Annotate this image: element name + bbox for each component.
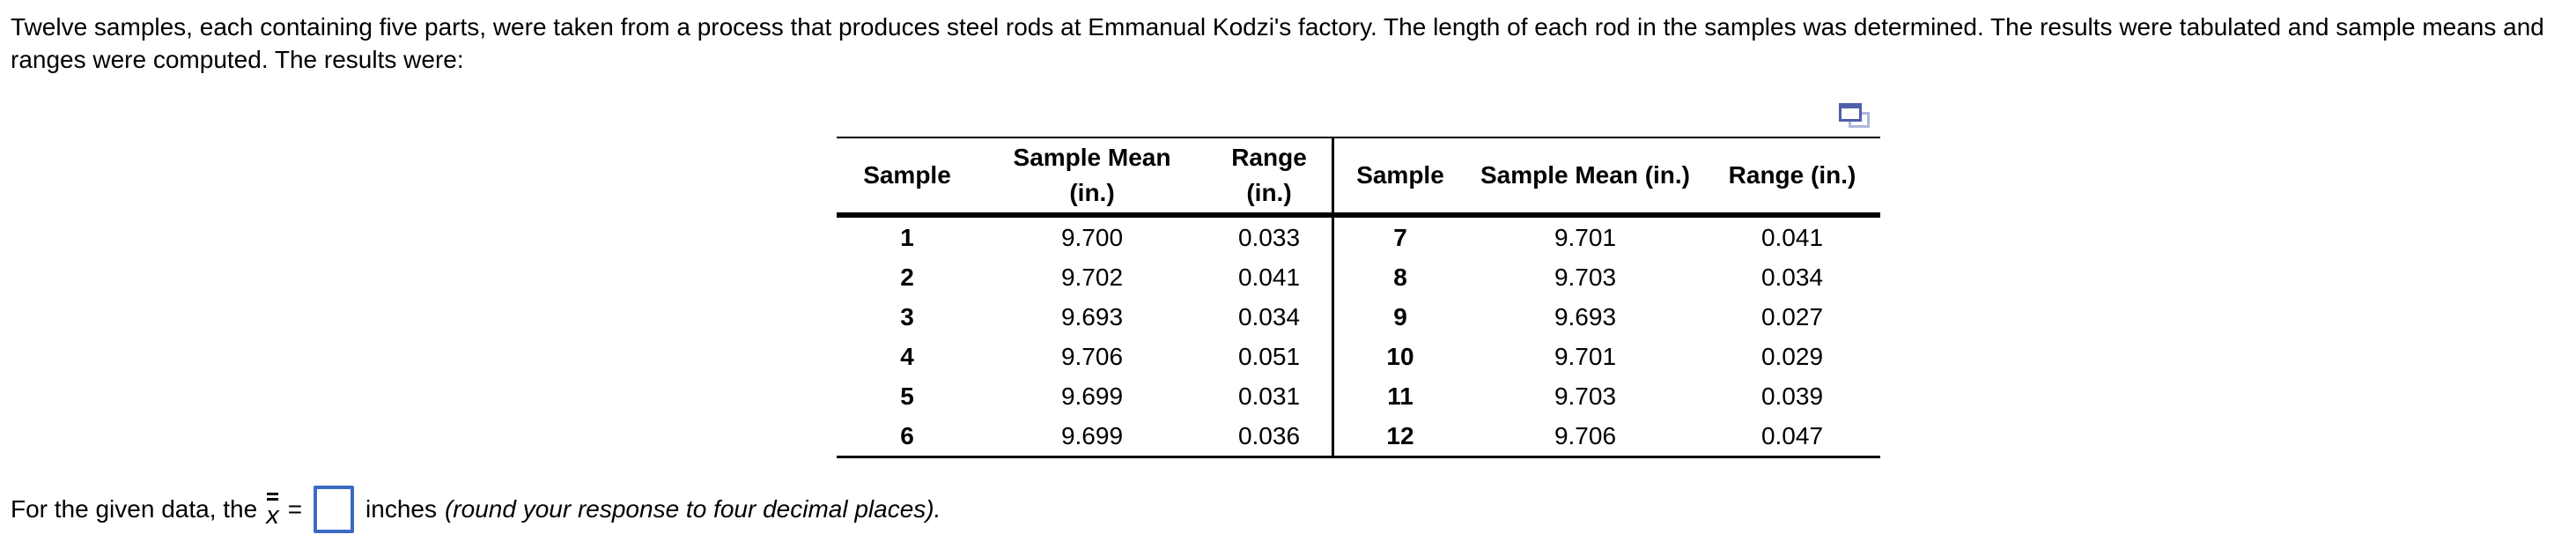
cell-sample: 12 (1386, 421, 1414, 449)
cell-sample: 11 (1387, 382, 1413, 410)
col-header-sample-mean: Sample Mean (in.) (1466, 138, 1704, 218)
table-row: 10 9.701 0.029 (1334, 337, 1880, 376)
unit-label: inches (365, 495, 437, 523)
col-header-range: Range (in.) (1704, 138, 1880, 218)
table-row: 11 9.703 0.039 (1334, 376, 1880, 416)
table-row: 12 9.706 0.047 (1334, 416, 1880, 456)
cell-sample: 7 (1393, 223, 1407, 251)
cell-range: 0.036 (1237, 421, 1301, 449)
rounding-note: (round your response to four decimal pla… (444, 495, 941, 523)
cell-sample: 1 (900, 223, 914, 251)
table-row: 1 9.700 0.033 (837, 215, 1332, 257)
col-header-sample-mean: Sample Mean (in.) (978, 138, 1207, 218)
answer-input[interactable] (314, 486, 355, 533)
table-header-row: Sample Sample Mean (in.) Range (in.) (837, 138, 1332, 218)
cell-mean: 9.701 (1554, 223, 1617, 251)
table-row: 8 9.703 0.034 (1334, 257, 1880, 297)
table-body-right: 7 9.701 0.041 8 9.703 0.034 9 9.693 0.027 10 9.701… (1334, 215, 1880, 456)
cell-sample: 10 (1386, 342, 1414, 370)
cell-range: 0.034 (1237, 302, 1301, 330)
header-text: Sample Mean (1013, 144, 1171, 171)
cell-mean: 9.701 (1554, 342, 1617, 370)
popout-table-icon[interactable] (1839, 103, 1872, 133)
header-text: Sample Mean (in.) (1480, 161, 1691, 189)
cell-sample: 9 (1393, 302, 1407, 330)
cell-mean: 9.693 (1060, 302, 1124, 330)
cell-mean: 9.702 (1060, 263, 1124, 291)
col-header-sample: Sample (1334, 138, 1466, 218)
table-row: 5 9.699 0.031 (837, 376, 1332, 416)
cell-mean: 9.706 (1060, 342, 1124, 370)
cell-sample: 6 (900, 421, 914, 449)
cell-range: 0.047 (1760, 421, 1824, 449)
header-text: Sample (1356, 161, 1444, 189)
cell-mean: 9.693 (1554, 302, 1617, 330)
cell-range: 0.034 (1760, 263, 1824, 291)
cell-range: 0.041 (1760, 223, 1824, 251)
cell-range: 0.041 (1237, 263, 1301, 291)
cell-mean: 9.706 (1554, 421, 1617, 449)
table-row: 3 9.693 0.034 (837, 297, 1332, 337)
cell-mean: 9.699 (1060, 382, 1124, 410)
samples-table: Sample Sample Mean (in.) Range (in.) 1 9.… (837, 137, 1880, 458)
cell-range: 0.029 (1760, 342, 1824, 370)
cell-sample: 4 (900, 342, 914, 370)
cell-sample: 5 (900, 382, 914, 410)
cell-range: 0.033 (1237, 223, 1301, 251)
cell-mean: 9.699 (1060, 421, 1124, 449)
header-text: Range (1231, 144, 1307, 171)
popout-front-rect (1839, 103, 1862, 122)
answer-prefix: For the given data, the (11, 495, 258, 523)
table-row: 4 9.706 0.051 (837, 337, 1332, 376)
header-text: (in.) (1246, 179, 1292, 206)
cell-sample: 2 (900, 263, 914, 291)
cell-mean: 9.703 (1554, 382, 1617, 410)
cell-mean: 9.703 (1554, 263, 1617, 291)
problem-statement: Twelve samples, each containing five par… (11, 13, 2544, 73)
cell-range: 0.031 (1237, 382, 1301, 410)
samples-table-left: Sample Sample Mean (in.) Range (in.) 1 9.… (837, 138, 1332, 456)
table-header-row: Sample Sample Mean (in.) Range (in.) (1334, 138, 1880, 218)
double-overline (266, 492, 278, 501)
equals-sign: = (287, 495, 303, 523)
cell-mean: 9.700 (1060, 223, 1124, 251)
cell-range: 0.027 (1760, 302, 1824, 330)
answer-line: For the given data, the x = inches (roun… (11, 483, 941, 536)
x-symbol: x (266, 501, 279, 530)
table-row: 9 9.693 0.027 (1334, 297, 1880, 337)
col-header-sample: Sample (837, 138, 978, 218)
table-body-left: 1 9.700 0.033 2 9.702 0.041 3 9.693 0.034 4 9.706 0… (837, 215, 1332, 456)
header-text: Range (in.) (1728, 161, 1856, 189)
cell-range: 0.051 (1237, 342, 1301, 370)
cell-sample: 8 (1393, 263, 1407, 291)
samples-table-right: Sample Sample Mean (in.) Range (in.) 7 9.… (1334, 138, 1880, 456)
cell-sample: 3 (900, 302, 914, 330)
header-text: Sample (863, 161, 951, 189)
col-header-range: Range (in.) (1207, 138, 1332, 218)
header-text: (in.) (1069, 179, 1115, 206)
cell-range: 0.039 (1760, 382, 1824, 410)
x-double-bar-symbol: x (266, 492, 279, 530)
table-row: 7 9.701 0.041 (1334, 215, 1880, 257)
table-row: 6 9.699 0.036 (837, 416, 1332, 456)
table-divider (1332, 138, 1334, 456)
table-row: 2 9.702 0.041 (837, 257, 1332, 297)
